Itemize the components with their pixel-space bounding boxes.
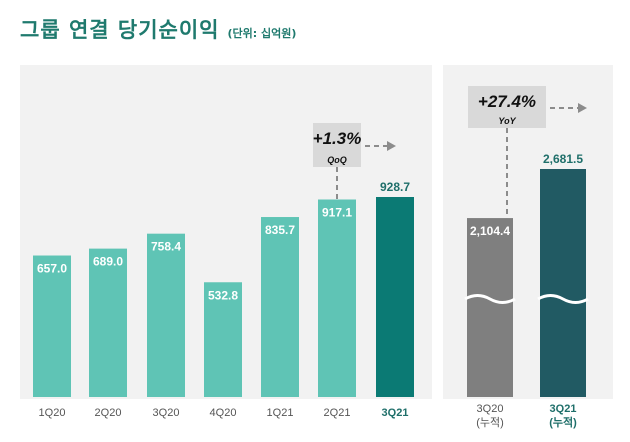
x-tick-4Q20: 4Q20 xyxy=(210,407,237,419)
bar-2Q21 xyxy=(318,199,356,397)
x-tick-line: (누적) xyxy=(476,416,504,429)
bar-label-2Q20: 689.0 xyxy=(93,255,123,269)
x-tick-line: 3Q20 xyxy=(477,403,504,415)
qoq-annotation-value: +1.3% xyxy=(313,129,362,148)
bar-3Q20 xyxy=(147,233,185,397)
bar-3Q20-cumulative xyxy=(467,218,513,397)
chart-title: 그룹 연결 당기순이익 xyxy=(20,18,220,42)
bar-label-3Q20-cumulative: 2,104.4 xyxy=(470,224,510,238)
bar-label-1Q21: 835.7 xyxy=(265,223,295,237)
axis-break-3Q21 xyxy=(537,294,589,304)
bar-label-3Q21-cumulative: 2,681.5 xyxy=(543,152,583,166)
yoy-annotation-value: +27.4% xyxy=(478,92,536,111)
x-tick-3Q21-cumulative: 3Q21 (누적) xyxy=(549,403,577,429)
yoy-annotation-arrow-head xyxy=(578,103,587,113)
x-tick-1Q20: 1Q20 xyxy=(39,407,66,419)
qoq-annotation-arrow-head xyxy=(387,141,396,151)
x-tick-2Q20: 2Q20 xyxy=(95,407,122,419)
bar-label-1Q20: 657.0 xyxy=(37,262,67,276)
title-area: 그룹 연결 당기순이익 (단위: 십억원) xyxy=(20,14,296,44)
x-tick-line: 3Q21 xyxy=(550,403,577,415)
qoq-annotation-label: QoQ xyxy=(327,155,347,165)
x-tick-1Q21: 1Q21 xyxy=(267,407,294,419)
bar-label-4Q20: 532.8 xyxy=(208,288,238,302)
bar-label-3Q21: 928.7 xyxy=(380,180,410,194)
x-tick-line: (누적) xyxy=(549,415,577,429)
bar-label-3Q20: 758.4 xyxy=(151,240,181,254)
qoq-annotation-box xyxy=(313,123,361,167)
bar-1Q20 xyxy=(33,255,71,397)
x-tick-3Q20-cumulative: 3Q20 (누적) xyxy=(476,403,504,429)
bar-3Q21-cumulative xyxy=(540,169,586,397)
x-tick-3Q21: 3Q21 xyxy=(382,407,409,419)
unit-label: (단위: 십억원) xyxy=(227,27,297,40)
bar-label-2Q21: 917.1 xyxy=(322,205,352,219)
bar-4Q20 xyxy=(204,282,242,397)
bar-2Q20 xyxy=(89,248,127,397)
bar-1Q21 xyxy=(261,217,299,397)
yoy-annotation-box xyxy=(468,86,546,128)
axis-break-3Q20 xyxy=(464,294,516,304)
x-tick-3Q20: 3Q20 xyxy=(153,407,180,419)
x-tick-2Q21: 2Q21 xyxy=(324,407,351,419)
bar-3Q21 xyxy=(376,197,414,397)
yoy-annotation-label: YoY xyxy=(498,116,516,126)
